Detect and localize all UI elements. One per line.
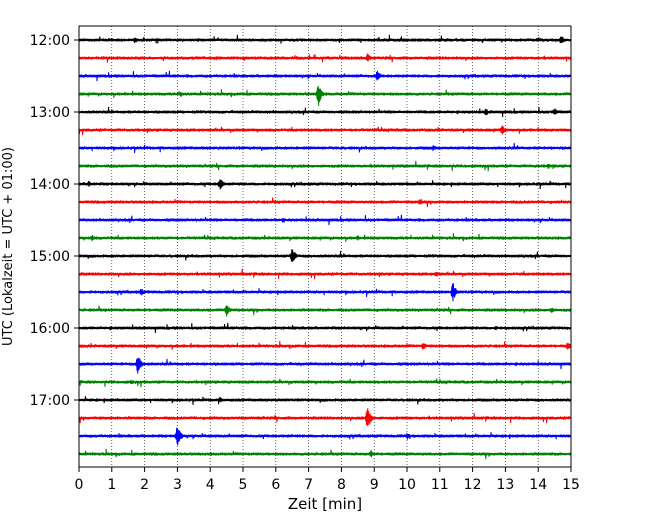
- x-tick-label: 7: [304, 477, 313, 493]
- x-axis-ticks: 0 1 2 3 4 5 6 7 8 9 10 11 12 13 14 15: [75, 467, 580, 493]
- x-tick-label: 11: [431, 477, 449, 493]
- y-tick-label: 16:00: [30, 321, 70, 337]
- y-tick-label: 15:00: [30, 249, 70, 265]
- trace-1445: [78, 232, 572, 242]
- x-tick-label: 0: [75, 477, 84, 493]
- trace-1645: [78, 378, 572, 388]
- x-tick-label: 4: [206, 477, 215, 493]
- y-tick-label: 12:00: [30, 33, 70, 49]
- y-tick-label: 13:00: [30, 105, 70, 121]
- trace-1500: [78, 249, 572, 262]
- trace-1700: [78, 396, 572, 406]
- x-tick-label: 13: [496, 477, 514, 493]
- trace-1230: [78, 70, 572, 82]
- trace-1515: [78, 268, 572, 280]
- trace-1415: [78, 197, 572, 208]
- trace-1530: [78, 283, 572, 302]
- plot-frame: [78, 25, 572, 468]
- trace-1300: [78, 106, 572, 118]
- trace-1430: [78, 214, 572, 226]
- trace-1345: [78, 160, 572, 172]
- x-tick-label: 8: [337, 477, 346, 493]
- y-axis-label: UTC (Lokalzeit = UTC + 01:00): [1, 147, 16, 346]
- trace-1200: [78, 34, 572, 44]
- trace-1330: [78, 142, 572, 154]
- x-tick-label: 15: [562, 477, 580, 493]
- x-tick-label: 12: [464, 477, 482, 493]
- x-tick-label: 14: [529, 477, 547, 493]
- trace-1745: [78, 448, 572, 460]
- trace-1615: [78, 340, 572, 350]
- x-tick-label: 2: [140, 477, 149, 493]
- trace-1715: [78, 408, 572, 426]
- x-tick-label: 3: [173, 477, 182, 493]
- x-tick-label: 1: [107, 477, 116, 493]
- trace-1545: [78, 305, 572, 317]
- trace-1315: [78, 125, 572, 136]
- y-tick-label: 17:00: [30, 393, 70, 409]
- trace-1630: [78, 357, 572, 374]
- trace-group: [78, 34, 572, 460]
- trace-1600: [78, 322, 572, 334]
- x-tick-label: 6: [271, 477, 280, 493]
- trace-1215: [78, 53, 572, 63]
- x-tick-label: 5: [239, 477, 248, 493]
- x-axis-label: Zeit [min]: [288, 495, 362, 513]
- y-tick-label: 14:00: [30, 177, 70, 193]
- trace-1400: [78, 179, 572, 190]
- trace-1730: [78, 427, 572, 446]
- y-axis-ticks: 12:00 13:00 14:00 15:00 16:00 17:00: [30, 33, 79, 409]
- x-tick-label: 10: [398, 477, 416, 493]
- trace-1245: [78, 86, 572, 106]
- x-tick-label: 9: [370, 477, 379, 493]
